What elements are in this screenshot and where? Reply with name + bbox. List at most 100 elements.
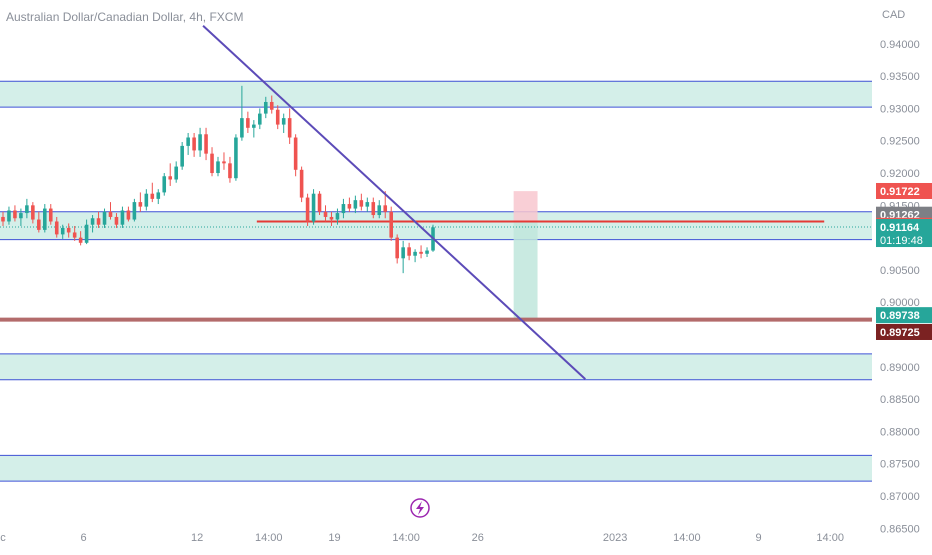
candle-29[interactable] xyxy=(174,161,178,183)
candle-55[interactable] xyxy=(329,211,334,226)
candle-61[interactable] xyxy=(365,197,370,212)
candle-42[interactable] xyxy=(252,120,256,138)
candle-25[interactable] xyxy=(150,182,155,203)
candle-body xyxy=(365,202,370,207)
y-tick-label: 0.88500 xyxy=(880,394,920,406)
candle-31[interactable] xyxy=(186,132,190,155)
lightning-icon[interactable] xyxy=(410,498,430,518)
candle-49[interactable] xyxy=(293,134,298,177)
candle-7[interactable] xyxy=(43,204,47,233)
candle-3[interactable] xyxy=(19,208,23,226)
candle-38[interactable] xyxy=(228,156,232,183)
candle-16[interactable] xyxy=(96,211,101,228)
candle-body xyxy=(305,197,310,222)
price-label-value: 0.89725 xyxy=(880,327,920,339)
candle-22[interactable] xyxy=(132,198,137,222)
candle-1[interactable] xyxy=(7,206,11,225)
candle-19[interactable] xyxy=(114,213,119,228)
candle-6[interactable] xyxy=(37,211,41,233)
candle-40[interactable] xyxy=(240,85,244,141)
candle-58[interactable] xyxy=(347,197,352,212)
candle-47[interactable] xyxy=(281,113,286,133)
candle-24[interactable] xyxy=(144,189,149,211)
candle-26[interactable] xyxy=(156,189,161,205)
candle-18[interactable] xyxy=(108,202,113,220)
candle-37[interactable] xyxy=(222,152,226,170)
candle-66[interactable] xyxy=(395,234,399,264)
candle-52[interactable] xyxy=(311,189,316,225)
candle-15[interactable] xyxy=(90,215,95,233)
candle-70[interactable] xyxy=(419,245,423,259)
candle-48[interactable] xyxy=(287,108,292,144)
candle-46[interactable] xyxy=(275,105,280,130)
candle-body xyxy=(192,137,196,151)
candle-4[interactable] xyxy=(25,198,29,219)
candle-body xyxy=(335,213,340,220)
candle-body xyxy=(353,200,358,209)
x-tick-label: 6 xyxy=(81,532,87,544)
candle-39[interactable] xyxy=(234,134,238,181)
candle-14[interactable] xyxy=(84,219,89,245)
candle-54[interactable] xyxy=(323,205,328,222)
candle-56[interactable] xyxy=(335,208,340,225)
candle-68[interactable] xyxy=(407,242,411,261)
x-tick-label: 9 xyxy=(755,532,761,544)
candle-21[interactable] xyxy=(126,206,131,222)
candle-30[interactable] xyxy=(180,142,184,170)
candle-28[interactable] xyxy=(168,163,173,186)
candle-57[interactable] xyxy=(341,198,346,219)
position-stop-zone[interactable] xyxy=(513,191,538,222)
candle-9[interactable] xyxy=(54,216,59,238)
trendline[interactable] xyxy=(202,25,586,380)
candle-45[interactable] xyxy=(269,95,274,114)
candle-20[interactable] xyxy=(120,206,125,228)
candle-2[interactable] xyxy=(13,205,17,222)
candle-5[interactable] xyxy=(31,202,35,224)
candle-62[interactable] xyxy=(371,197,376,219)
candle-41[interactable] xyxy=(246,111,250,133)
candle-33[interactable] xyxy=(198,127,202,157)
candle-51[interactable] xyxy=(305,193,310,226)
candle-0[interactable] xyxy=(1,211,5,226)
position-target-zone[interactable] xyxy=(513,221,538,320)
candle-53[interactable] xyxy=(317,191,322,216)
candle-27[interactable] xyxy=(162,173,167,196)
candle-body xyxy=(323,211,328,217)
candle-body xyxy=(383,205,388,212)
candle-64[interactable] xyxy=(383,191,388,219)
candle-43[interactable] xyxy=(258,108,262,130)
candle-17[interactable] xyxy=(102,208,107,228)
candle-63[interactable] xyxy=(377,200,382,219)
y-tick-label: 0.93000 xyxy=(880,103,920,115)
candle-67[interactable] xyxy=(401,240,405,274)
y-tick-label: 0.88000 xyxy=(880,426,920,438)
candle-10[interactable] xyxy=(60,224,65,239)
candle-35[interactable] xyxy=(210,147,214,177)
price-label-5: 0.89725 xyxy=(876,323,932,340)
candle-69[interactable] xyxy=(413,249,417,263)
candle-8[interactable] xyxy=(48,204,53,225)
candle-13[interactable] xyxy=(78,231,83,246)
price-label-0: 0.91722 xyxy=(876,182,932,199)
candle-12[interactable] xyxy=(72,226,77,241)
candle-body xyxy=(78,237,83,243)
candle-50[interactable] xyxy=(299,166,304,203)
candle-body xyxy=(419,251,423,254)
lightning-icon-bolt xyxy=(416,501,424,515)
candle-36[interactable] xyxy=(216,156,220,177)
bar-countdown: 01:19:48 xyxy=(880,235,923,247)
candle-60[interactable] xyxy=(359,193,364,211)
candle-71[interactable] xyxy=(425,247,429,258)
candle-34[interactable] xyxy=(204,127,208,161)
candle-body xyxy=(25,205,29,214)
candle-32[interactable] xyxy=(192,132,196,157)
candle-body xyxy=(413,251,417,256)
candle-65[interactable] xyxy=(389,206,393,241)
candle-11[interactable] xyxy=(66,223,71,238)
candle-23[interactable] xyxy=(138,192,143,212)
candle-59[interactable] xyxy=(353,195,358,214)
candle-44[interactable] xyxy=(263,96,268,119)
candle-body xyxy=(48,208,53,222)
